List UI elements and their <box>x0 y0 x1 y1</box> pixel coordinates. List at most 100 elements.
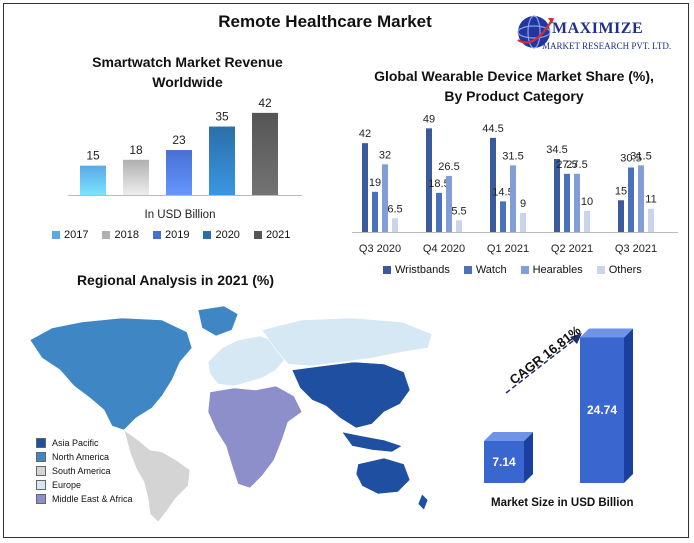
market-size-value-label: 24.74 <box>587 403 617 417</box>
legend-swatch <box>596 266 605 274</box>
wearable-value-label: 10 <box>581 196 593 208</box>
legend-label: Middle East & Africa <box>52 494 133 504</box>
logo-subtitle: MARKET RESEARCH PVT. LTD. <box>542 41 672 51</box>
page-title: Remote Healthcare Market <box>218 12 432 31</box>
legend-swatch <box>253 231 262 239</box>
wearable-bar-others <box>648 208 654 232</box>
wearable-category-label: Q4 2020 <box>423 243 465 255</box>
map-legend-item: Middle East & Africa <box>36 492 133 506</box>
smartwatch-chart-title: Smartwatch Market Revenue Worldwide <box>92 54 283 90</box>
region-north-asia <box>261 317 433 367</box>
smartwatch-value-label: 35 <box>215 110 229 124</box>
smartwatch-bar-2017 <box>80 165 106 195</box>
legend-label: 2020 <box>215 229 240 241</box>
wearable-bar-hearables <box>446 175 452 232</box>
smartwatch-bar-2018 <box>123 159 149 195</box>
smartwatch-legend-item: 2021 <box>253 229 290 241</box>
wearable-bar-others <box>392 218 398 232</box>
globe-icon <box>517 15 554 49</box>
region-europe <box>207 335 287 387</box>
wearable-bar-watch <box>564 173 570 232</box>
wearable-category-label: Q2 2021 <box>551 243 593 255</box>
wearable-bar-wristbands <box>362 143 368 232</box>
market-size-bar-2021 <box>484 441 524 483</box>
legend-label: 2018 <box>114 229 139 241</box>
map-legend-item: Europe <box>36 478 133 492</box>
legend-swatch <box>203 231 212 239</box>
market-size-bar-side <box>624 328 633 483</box>
legend-label: Hearables <box>532 264 583 276</box>
smartwatch-value-label: 18 <box>129 143 143 157</box>
legend-swatch <box>102 231 111 239</box>
wearable-bar-others <box>456 220 462 232</box>
wearable-bar-watch <box>628 167 634 232</box>
legend-swatch <box>36 494 46 504</box>
wearable-bar-wristbands <box>618 200 624 232</box>
region-greenland <box>197 305 239 337</box>
market-size-bar-side <box>524 432 533 483</box>
smartwatch-legend-item: 2020 <box>203 229 240 241</box>
wearable-value-label: 19 <box>369 177 381 189</box>
wearable-bar-hearables <box>574 173 580 232</box>
smartwatch-legend: 2017 2018 2019 2020 2021 <box>52 229 290 241</box>
legend-swatch <box>36 438 46 448</box>
market-size-bar-2029 <box>580 337 624 483</box>
wearable-legend-item: Wristbands <box>383 264 450 276</box>
market-size-chart: 7.14 24.74 CAGR 16.81% <box>484 322 633 483</box>
legend-swatch <box>383 266 391 274</box>
legend-label: 2017 <box>64 229 89 241</box>
world-map <box>29 305 433 523</box>
wearable-value-label: 14.5 <box>492 186 513 198</box>
legend-label: Watch <box>475 264 507 276</box>
legend-swatch <box>152 231 161 239</box>
wearable-value-label: 18.5 <box>428 178 449 190</box>
legend-label: Wristbands <box>395 264 450 276</box>
wearable-value-label: 5.5 <box>451 205 466 217</box>
legend-label: Europe <box>52 480 82 490</box>
wearable-value-label: 31.5 <box>502 150 523 162</box>
wearable-category-label: Q3 2021 <box>615 243 657 255</box>
wearable-legend: Wristbands Watch Hearables Others <box>383 264 642 276</box>
market-size-bar-top <box>580 328 633 338</box>
legend-label: Asia Pacific <box>52 438 99 448</box>
wearable-bar-others <box>520 212 526 232</box>
cagr-arrowhead <box>570 333 582 344</box>
smartwatch-bar-2020 <box>209 126 235 195</box>
map-legend-item: Asia Pacific <box>36 436 133 450</box>
smartwatch-legend-item: 2018 <box>102 229 139 241</box>
wearable-bar-watch <box>436 192 442 232</box>
wearable-chart: 42 19 32 6.5 Q3 2020 49 18.5 26.5 5.5 Q4 2020 44.5… <box>352 113 678 255</box>
wearable-value-label: 44.5 <box>482 123 503 135</box>
wearable-value-label: 30.5 <box>620 152 641 164</box>
legend-swatch <box>463 266 472 274</box>
wearable-value-label: 15 <box>615 185 627 197</box>
region-asia-pacific <box>291 361 411 429</box>
wearable-bar-wristbands <box>490 137 496 232</box>
legend-swatch <box>52 231 60 239</box>
wearable-bar-hearables <box>382 164 388 232</box>
wearable-value-label: 27.5 <box>566 159 587 171</box>
smartwatch-value-label: 15 <box>86 149 100 163</box>
wearable-bar-hearables <box>638 165 644 232</box>
wearable-legend-item: Watch <box>463 264 507 276</box>
smartwatch-bar-2021 <box>252 112 278 195</box>
logo-name: MAXIMIZE <box>552 20 644 37</box>
cagr-label: CAGR 16.81% <box>507 322 584 387</box>
wearable-bar-watch <box>500 201 506 232</box>
wearable-bar-wristbands <box>554 159 560 232</box>
wearable-chart-title: Global Wearable Device Market Share (%),… <box>374 68 654 104</box>
smartwatch-bar-2019 <box>166 150 192 195</box>
cagr-arrow <box>505 336 579 394</box>
wearable-value-label: 26.5 <box>438 161 459 173</box>
wearable-legend-item: Others <box>596 264 642 276</box>
region-middle-east-africa <box>207 385 303 489</box>
smartwatch-legend-item: 2019 <box>152 229 189 241</box>
wearable-bar-wristbands <box>426 128 432 232</box>
wearable-legend-item: Hearables <box>520 264 583 276</box>
map-legend-item: North America <box>36 450 133 464</box>
legend-swatch <box>36 466 46 476</box>
map-legend: Asia Pacific North America South America Eu… <box>36 436 133 506</box>
infographic-frame <box>3 3 689 538</box>
wearable-bar-watch <box>372 191 378 232</box>
legend-swatch <box>520 266 529 274</box>
